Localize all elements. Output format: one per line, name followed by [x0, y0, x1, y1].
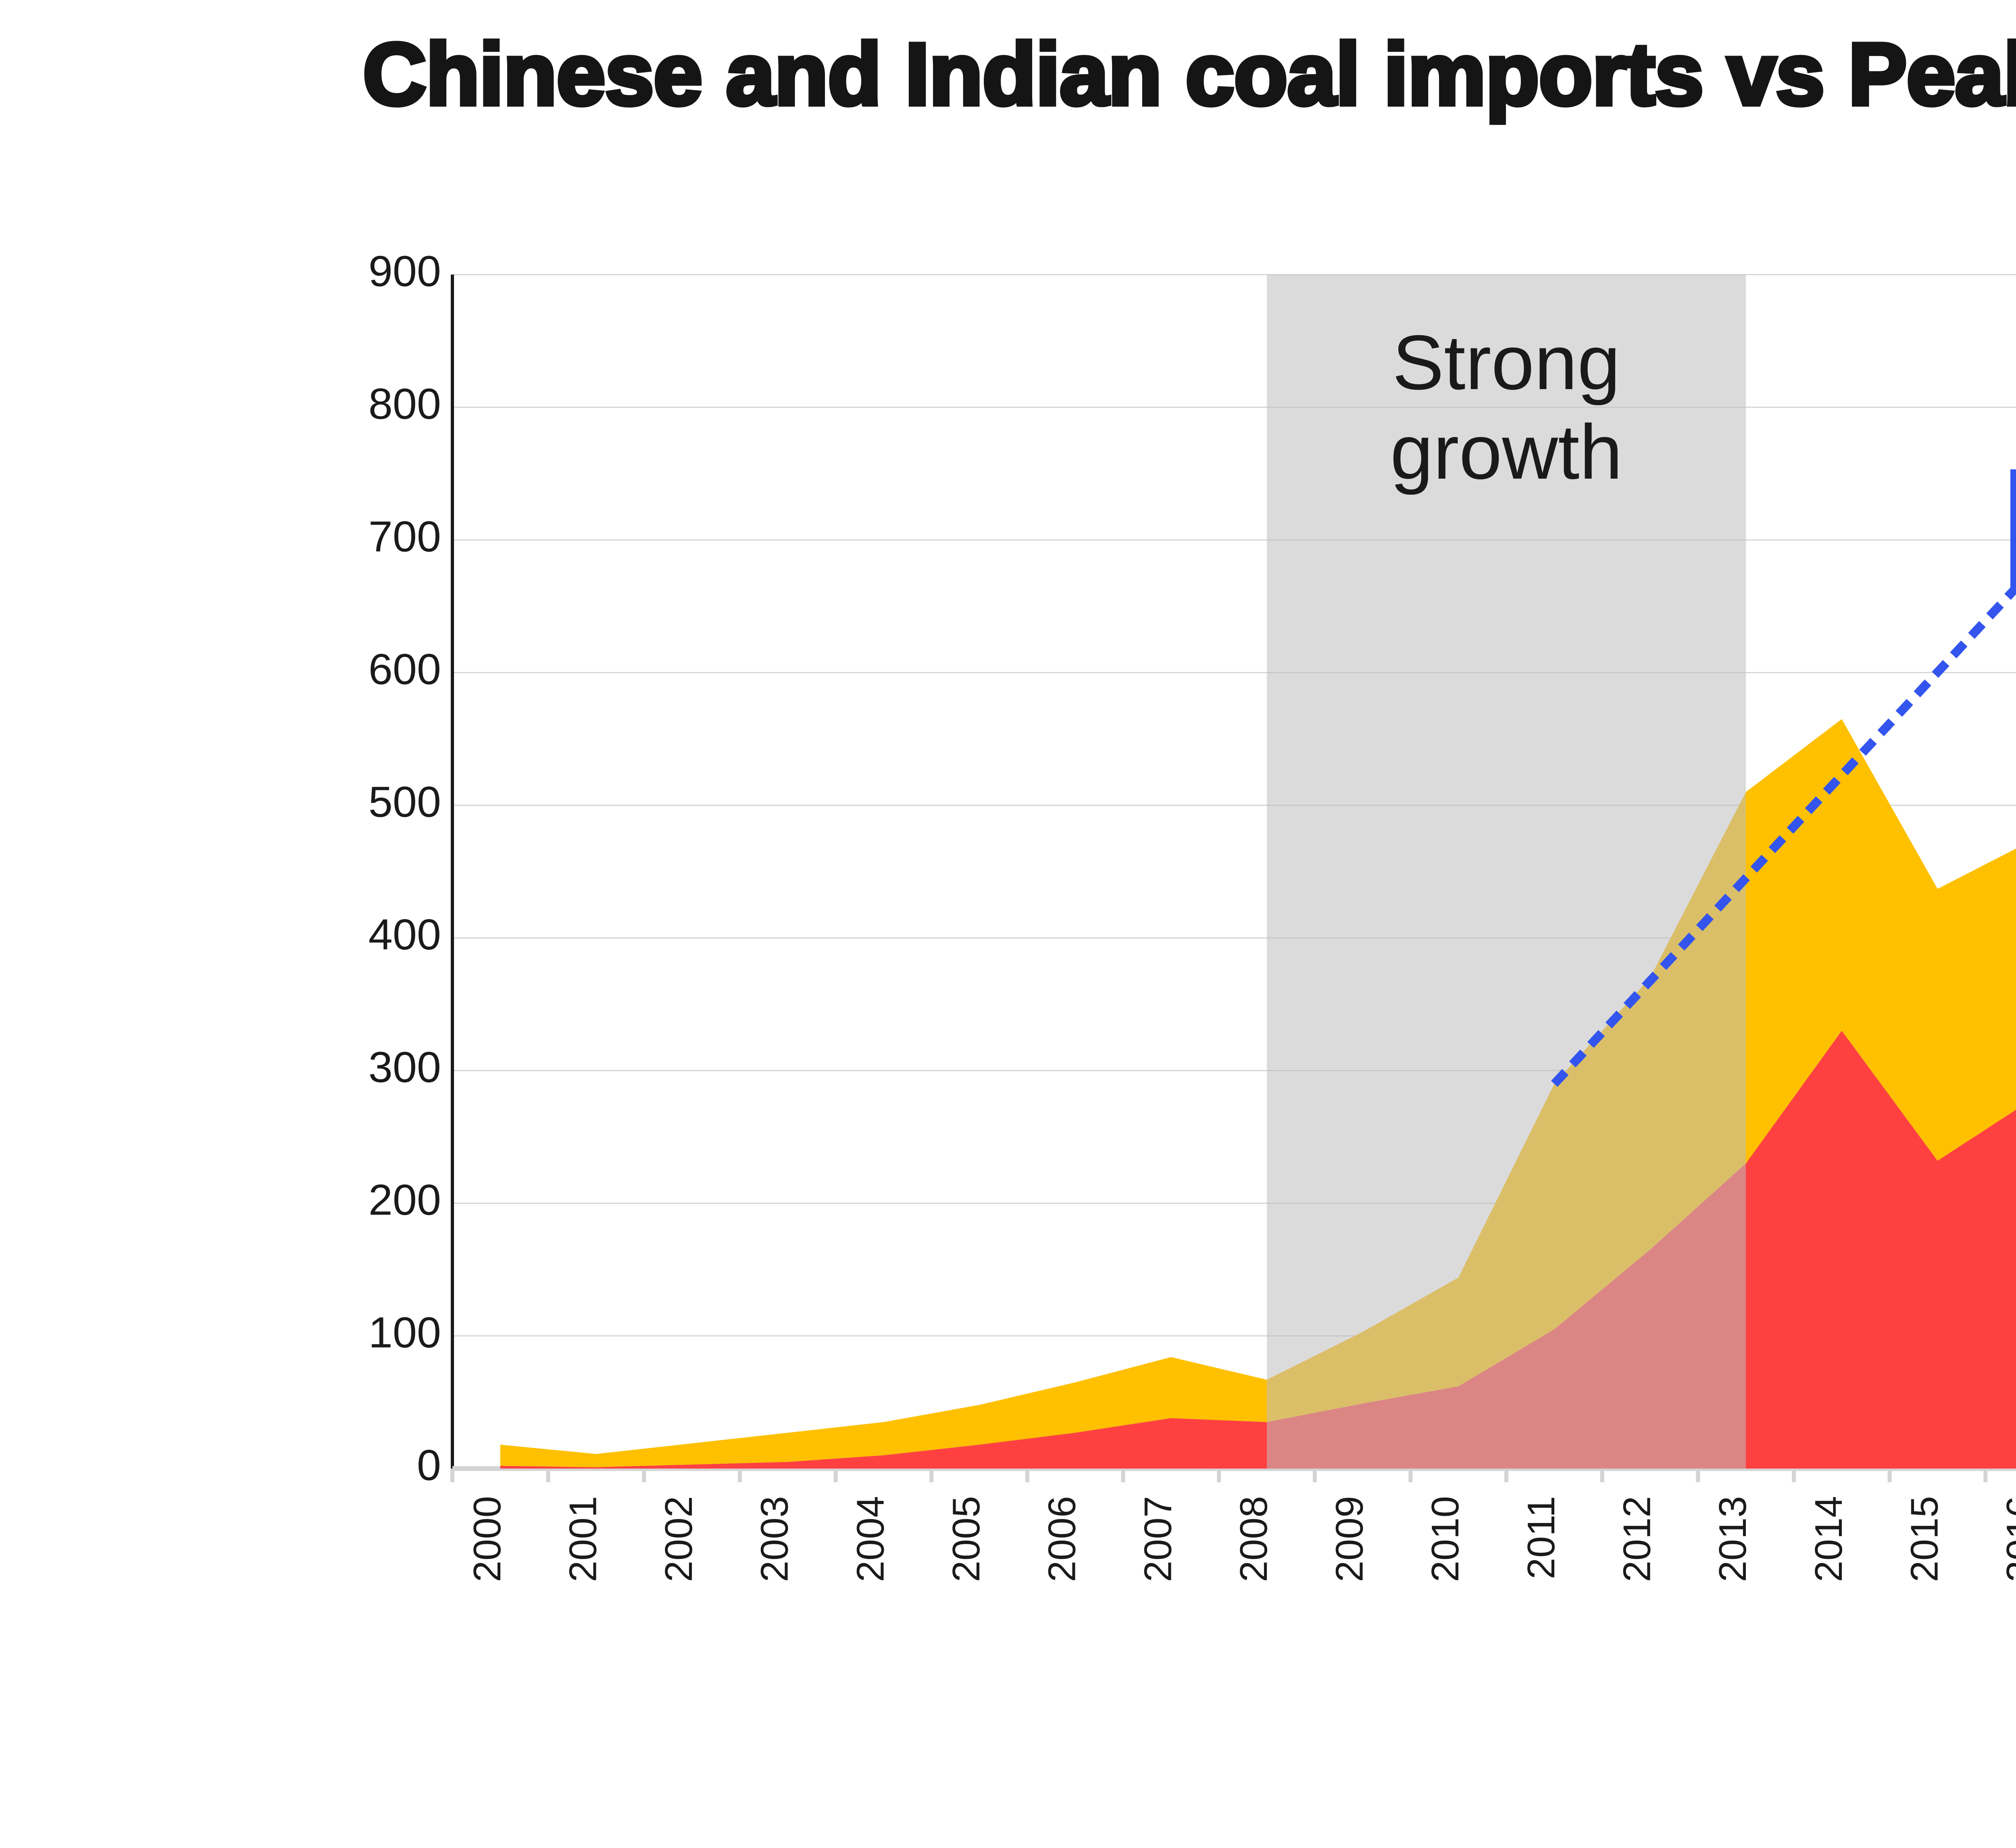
svg-text:0: 0: [417, 1441, 441, 1490]
svg-text:200: 200: [369, 1175, 441, 1224]
svg-text:300: 300: [369, 1043, 441, 1092]
svg-text:growth: growth: [1390, 408, 1622, 495]
svg-text:800: 800: [369, 379, 441, 428]
svg-text:2009: 2009: [1328, 1496, 1371, 1582]
svg-text:2000: 2000: [466, 1496, 509, 1582]
svg-text:2016: 2016: [1999, 1496, 2016, 1582]
svg-text:Strong: Strong: [1392, 319, 1620, 406]
svg-text:2014: 2014: [1807, 1496, 1850, 1582]
svg-text:2011: 2011: [1520, 1496, 1563, 1579]
svg-text:2003: 2003: [753, 1496, 796, 1582]
svg-text:100: 100: [369, 1308, 441, 1357]
svg-text:2012: 2012: [1616, 1496, 1659, 1582]
svg-text:2005: 2005: [945, 1496, 988, 1582]
svg-text:2013: 2013: [1711, 1496, 1754, 1582]
svg-text:2015: 2015: [1903, 1496, 1946, 1582]
svg-text:2008: 2008: [1232, 1496, 1275, 1582]
svg-text:600: 600: [369, 645, 441, 694]
svg-text:2001: 2001: [562, 1496, 605, 1582]
svg-text:500: 500: [369, 777, 441, 826]
svg-text:2007: 2007: [1136, 1496, 1179, 1582]
svg-text:700: 700: [369, 512, 441, 561]
svg-text:2006: 2006: [1041, 1496, 1084, 1582]
svg-text:2010: 2010: [1424, 1496, 1467, 1582]
svg-text:2002: 2002: [657, 1496, 700, 1582]
svg-text:400: 400: [369, 910, 441, 959]
svg-text:2004: 2004: [849, 1496, 892, 1582]
svg-text:900: 900: [369, 247, 441, 296]
